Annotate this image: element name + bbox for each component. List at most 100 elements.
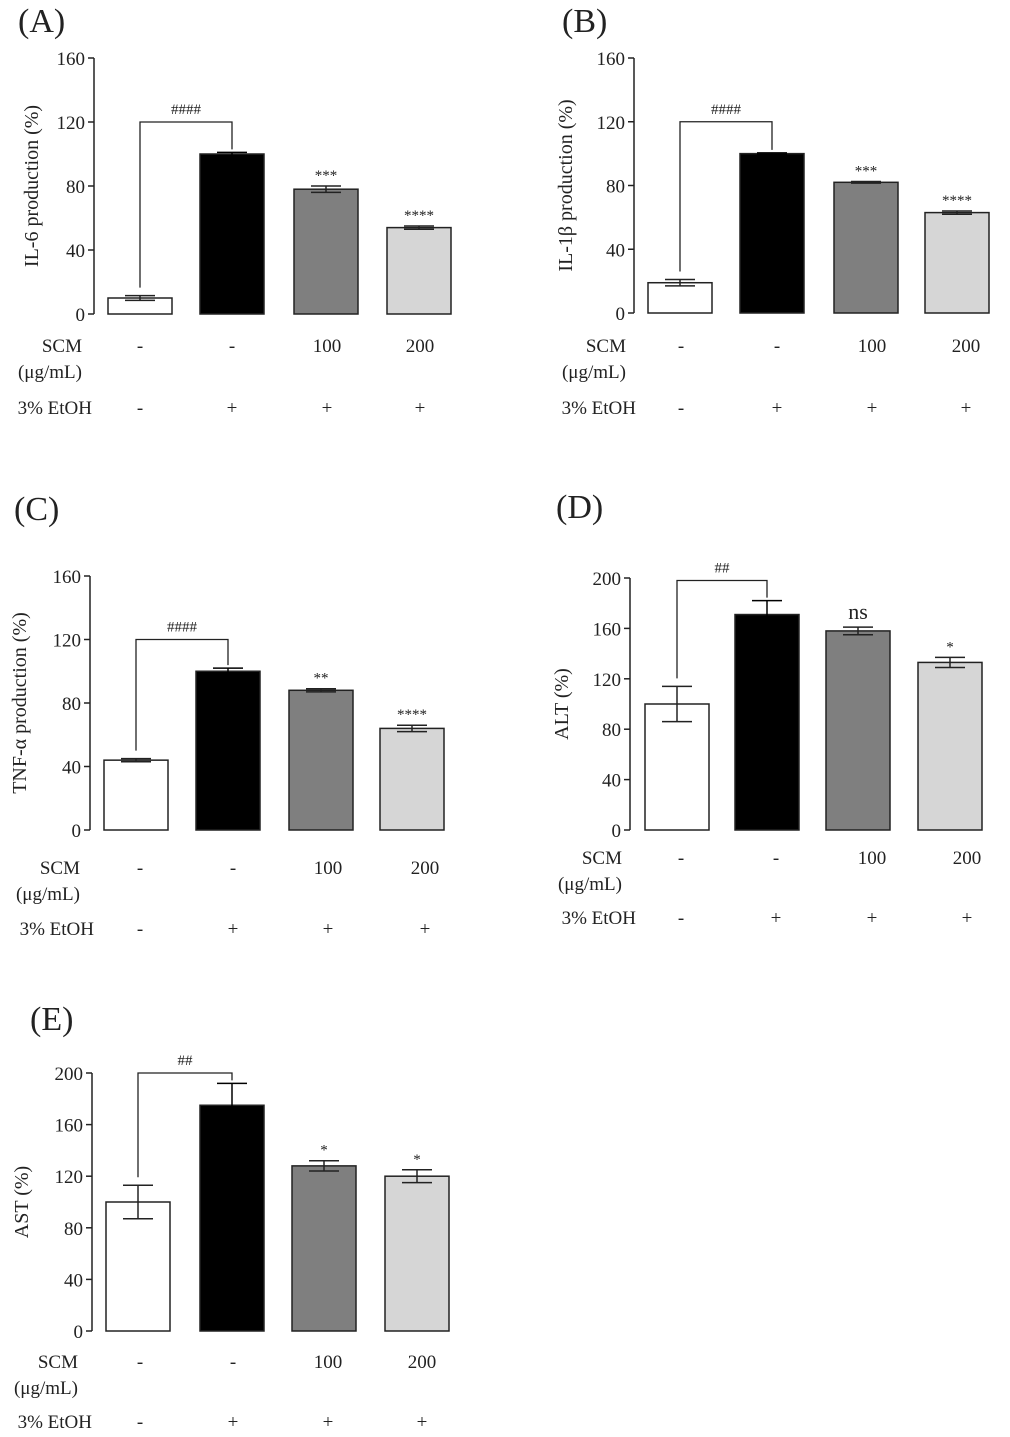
etoh-value: + (415, 398, 426, 419)
bar (291, 1165, 357, 1332)
scm-value: 100 (313, 336, 342, 357)
bar (917, 661, 983, 831)
y-tick-label: 160 (53, 567, 82, 588)
error-bar (217, 1082, 247, 1128)
scm-value: - (678, 848, 684, 869)
y-tick-label: 0 (616, 304, 626, 325)
panel-label: (A) (18, 3, 65, 40)
comparison-bracket (676, 579, 768, 679)
scm-value: - (137, 858, 143, 879)
significance-label: *** (855, 164, 878, 180)
row-label-etoh: 3% EtOH (562, 398, 637, 419)
y-tick-label: 160 (597, 49, 626, 70)
row-label-scm: SCM (38, 1352, 78, 1373)
etoh-value: + (961, 398, 972, 419)
significance-label: **** (397, 707, 427, 723)
row-label-etoh: 3% EtOH (562, 908, 637, 929)
error-bar (121, 757, 151, 763)
scm-value: - (774, 336, 780, 357)
bar (199, 153, 265, 315)
bar (647, 281, 713, 314)
etoh-value: + (322, 398, 333, 419)
scm-value: 200 (953, 848, 982, 869)
etoh-value: + (417, 1412, 428, 1433)
row-label-scm: SCM (42, 336, 82, 357)
error-bar (125, 294, 155, 302)
row-label-etoh: 3% EtOH (18, 1412, 93, 1433)
significance-label: ** (314, 671, 329, 687)
significance-label: * (413, 1152, 421, 1168)
etoh-value: + (962, 908, 973, 929)
error-bar (402, 1169, 432, 1184)
y-tick-label: 40 (606, 240, 625, 261)
y-tick-label: 80 (66, 177, 85, 198)
etoh-value: + (771, 908, 782, 929)
scm-value: 200 (408, 1352, 437, 1373)
significance-label: **** (942, 193, 972, 209)
etoh-value: + (867, 398, 878, 419)
bar (384, 1175, 450, 1332)
row-label-scm: SCM (582, 848, 622, 869)
error-bar (662, 685, 692, 723)
y-tick-label: 120 (57, 113, 86, 134)
etoh-value: + (228, 919, 239, 940)
y-tick-label: 120 (55, 1167, 84, 1188)
scm-value: - (137, 1352, 143, 1373)
panel-label: (D) (556, 489, 603, 526)
error-bar (311, 185, 341, 194)
scm-value: - (137, 336, 143, 357)
bar (833, 181, 899, 314)
etoh-value: - (678, 908, 684, 929)
bar (739, 152, 805, 314)
scm-value: - (773, 848, 779, 869)
scm-value: 200 (952, 336, 981, 357)
chart-panel-5: (E) 0 40 80 120 160 200 AST (%) * * ## SCM (μg/mL) 3%… (11, 1001, 450, 1433)
error-bar (217, 151, 247, 157)
bar (924, 211, 990, 314)
error-bar (851, 180, 881, 184)
y-axis-title: IL-6 production (%) (21, 105, 43, 267)
error-bar (306, 687, 336, 693)
scm-value: 100 (858, 336, 887, 357)
comparison-bracket (139, 121, 233, 288)
etoh-value: + (420, 919, 431, 940)
error-bar (665, 278, 695, 287)
bar (644, 703, 710, 831)
scm-value: 200 (411, 858, 440, 879)
y-axis-title: AST (%) (11, 1166, 33, 1238)
bar (288, 689, 354, 831)
y-tick-label: 160 (593, 619, 622, 640)
error-bar (309, 1159, 339, 1172)
row-label-unit: (μg/mL) (14, 1378, 78, 1399)
scm-value: - (230, 1352, 236, 1373)
scm-value: 100 (858, 848, 887, 869)
panel-label: (B) (562, 3, 607, 40)
y-tick-label: 200 (55, 1064, 84, 1085)
etoh-value: + (227, 398, 238, 419)
comparison-bracket (137, 1072, 233, 1178)
y-axis-title: IL-1β production (%) (555, 99, 577, 271)
y-tick-label: 120 (597, 113, 626, 134)
bar (825, 630, 891, 831)
bar (386, 226, 452, 315)
significance-label: * (320, 1143, 328, 1159)
y-tick-label: 40 (64, 1270, 83, 1291)
error-bar (843, 626, 873, 636)
bracket-label: ## (715, 561, 731, 577)
y-tick-label: 160 (57, 49, 86, 70)
y-tick-label: 40 (66, 241, 85, 262)
scm-value: 200 (406, 336, 435, 357)
bar (195, 670, 261, 831)
bar (293, 188, 359, 315)
y-tick-label: 0 (612, 821, 622, 842)
bar (199, 1104, 265, 1332)
bracket-label: #### (711, 102, 742, 118)
error-bar (935, 656, 965, 669)
panel-label: (E) (30, 1001, 73, 1038)
etoh-value: + (323, 1412, 334, 1433)
y-tick-label: 0 (72, 821, 82, 842)
y-tick-label: 80 (606, 177, 625, 198)
